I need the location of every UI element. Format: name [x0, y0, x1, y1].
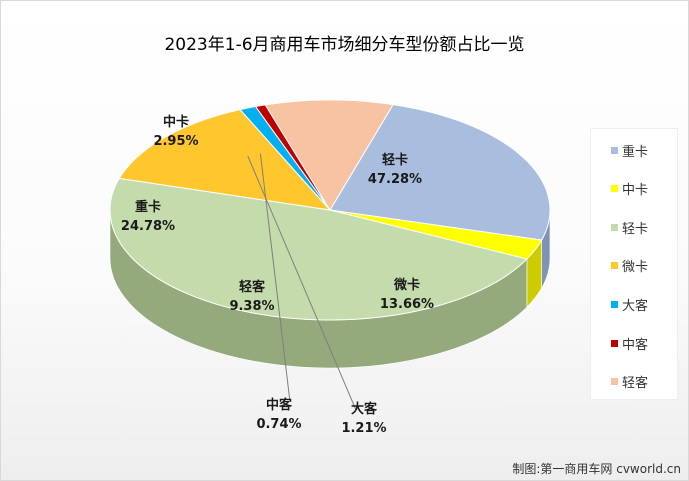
pie-slice-0: [329, 104, 551, 241]
pie-slice-3: [118, 109, 332, 211]
data-label-mini-truck: 微卡 13.66%: [367, 276, 447, 314]
legend-label: 轻卡: [622, 221, 649, 237]
pie-slice-6: [264, 99, 394, 211]
slice-name: 重卡: [134, 200, 161, 215]
slice-name: 轻卡: [381, 153, 408, 168]
data-label-light-truck: 轻卡 47.28%: [355, 151, 435, 189]
legend-label: 重卡: [622, 144, 649, 160]
legend-swatch: [611, 146, 618, 154]
legend-swatch: [611, 377, 618, 385]
data-label-light-bus: 轻客 9.38%: [212, 278, 292, 316]
legend-item-medium-truck: 中卡: [611, 179, 649, 198]
slice-name: 轻客: [238, 280, 265, 295]
legend-label: 中客: [622, 337, 649, 353]
slice-value: 1.21%: [341, 421, 387, 436]
legend-label: 轻客: [622, 375, 649, 391]
legend-item-light-bus: 轻客: [611, 372, 649, 391]
legend-swatch: [611, 261, 618, 269]
leader-line-medium-bus: [259, 153, 291, 403]
slice-name: 大客: [350, 402, 377, 417]
slice-name: 中卡: [162, 115, 189, 130]
slice-value: 9.38%: [229, 299, 275, 314]
data-label-heavy-truck: 重卡 24.78%: [108, 198, 188, 236]
legend-swatch: [611, 300, 618, 308]
slice-value: 24.78%: [120, 219, 176, 234]
legend-swatch: [611, 223, 618, 231]
legend-label: 大客: [622, 298, 649, 314]
data-label-medium-bus: 中客 0.74%: [239, 396, 319, 434]
data-label-medium-truck: 中卡 2.95%: [136, 113, 216, 151]
slice-name: 微卡: [393, 278, 420, 293]
legend: 重卡 中卡 轻卡 微卡 大客 中客 轻客: [590, 128, 678, 400]
slice-value: 0.74%: [256, 417, 302, 432]
legend-label: 微卡: [622, 259, 649, 275]
legend-label: 中卡: [622, 182, 649, 198]
chart-title: 2023年1-6月商用车市场细分车型份额占比一览: [164, 35, 525, 55]
slice-value: 2.95%: [153, 134, 199, 149]
legend-item-mini-truck: 微卡: [611, 256, 649, 275]
legend-item-large-bus: 大客: [611, 295, 649, 314]
credit-text: 制图:第一商用车网 cvworld.cn: [512, 462, 681, 476]
legend-swatch: [611, 184, 618, 192]
pie-slice-2: [109, 177, 528, 321]
legend-item-zhongka-heavy: 重卡: [611, 141, 649, 160]
slice-name: 中客: [265, 398, 292, 413]
slice-value: 13.66%: [379, 297, 435, 312]
legend-item-light-truck: 轻卡: [611, 218, 649, 237]
slice-value: 47.28%: [367, 172, 423, 187]
legend-swatch: [611, 339, 618, 347]
data-label-large-bus: 大客 1.21%: [324, 400, 404, 438]
legend-item-medium-bus: 中客: [611, 334, 649, 353]
